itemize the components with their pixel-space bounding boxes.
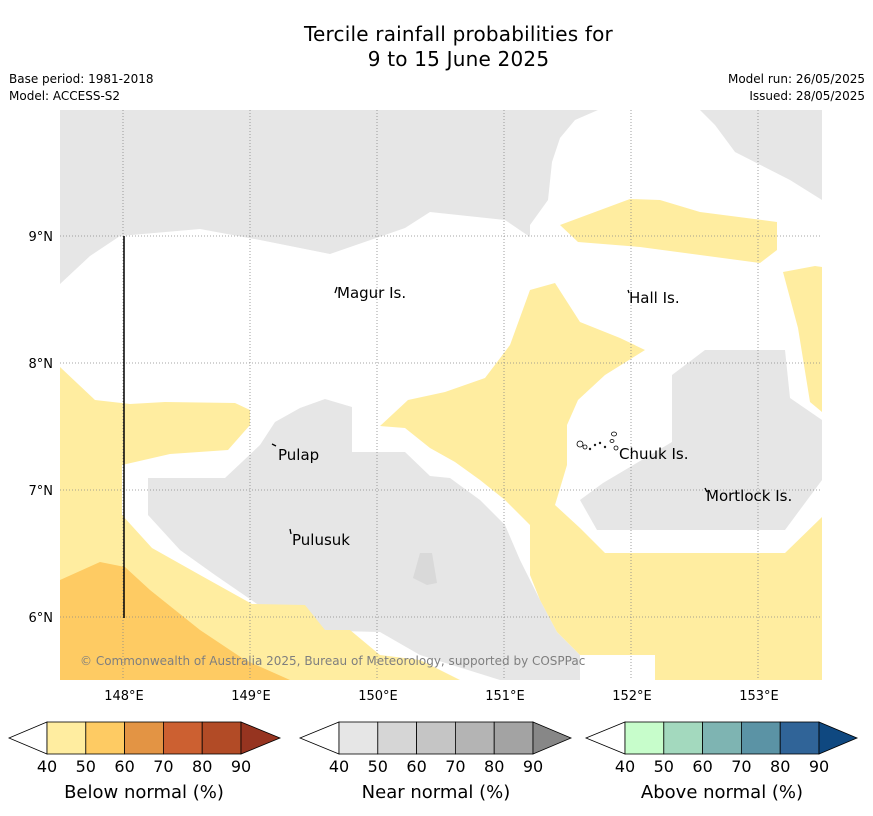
gridlines bbox=[60, 110, 822, 680]
label-mortlock: Mortlock Is. bbox=[706, 487, 792, 505]
near-normal-tick-90: 90 bbox=[523, 757, 543, 776]
colorbar-near-normal: 40 50 60 70 80 90 Near normal (%) bbox=[298, 721, 573, 803]
near-normal-label: Near normal (%) bbox=[362, 782, 511, 803]
colorbar-below-normal: 40 50 60 70 80 90 Below normal (%) bbox=[7, 721, 282, 803]
lon-label-148e: 148°E bbox=[104, 689, 144, 704]
near-normal-swatch-2 bbox=[416, 721, 456, 755]
base-period: Base period: 1981-2018 bbox=[9, 72, 154, 86]
below-normal-tick-50: 50 bbox=[76, 757, 96, 776]
below-normal-region-east-edge bbox=[783, 266, 822, 412]
near-normal-high-arrow bbox=[532, 721, 573, 755]
above-normal-low-arrow bbox=[584, 721, 626, 755]
near-normal-swatch-1 bbox=[377, 721, 417, 755]
map-area: Magur Is. Hall Is. Pulap Chuuk Is. Mortl… bbox=[60, 110, 822, 680]
near-normal-swatch-4 bbox=[493, 721, 534, 755]
near-normal-tick-80: 80 bbox=[484, 757, 504, 776]
below-normal-swatch-4 bbox=[201, 721, 242, 755]
copyright-notice: © Commonwealth of Australia 2025, Bureau… bbox=[80, 654, 585, 668]
below-normal-swatch-1 bbox=[85, 721, 126, 755]
above-normal-tick-80: 80 bbox=[770, 757, 790, 776]
near-normal-tick-40: 40 bbox=[329, 757, 349, 776]
island-marks bbox=[271, 286, 708, 535]
below-normal-tick-80: 80 bbox=[192, 757, 212, 776]
lon-label-153e: 153°E bbox=[739, 689, 779, 704]
below-normal-tick-40: 40 bbox=[37, 757, 57, 776]
label-pulap: Pulap bbox=[278, 446, 319, 464]
near-normal-tick-50: 50 bbox=[368, 757, 388, 776]
colorbar-above-normal: 40 50 60 70 80 90 Above normal (%) bbox=[584, 721, 859, 803]
near-normal-low-arrow bbox=[298, 721, 340, 755]
mortlock-island-mark bbox=[704, 487, 708, 493]
lon-label-151e: 151°E bbox=[485, 689, 525, 704]
model-run: Model run: 26/05/2025 bbox=[727, 72, 865, 86]
below-normal-tick-70: 70 bbox=[153, 757, 173, 776]
magur-island-mark bbox=[334, 286, 338, 294]
below-normal-tick-90: 90 bbox=[231, 757, 251, 776]
below-normal-swatch-3 bbox=[162, 721, 203, 755]
lon-label-149e: 149°E bbox=[231, 689, 271, 704]
above-normal-tick-40: 40 bbox=[615, 757, 635, 776]
label-chuuk: Chuuk Is. bbox=[619, 445, 688, 463]
lon-labels: 148°E 149°E 150°E 151°E 152°E 153°E bbox=[104, 689, 779, 704]
below-normal-swatch-2 bbox=[124, 721, 164, 755]
below-normal-low-arrow bbox=[7, 721, 48, 755]
lat-label-9n: 9°N bbox=[29, 230, 54, 245]
below-normal-region-central bbox=[380, 283, 822, 680]
above-normal-tick-70: 70 bbox=[731, 757, 751, 776]
near-normal-region-northeast bbox=[700, 110, 822, 200]
near-normal-tick-60: 60 bbox=[406, 757, 426, 776]
near-normal-region-north bbox=[60, 110, 598, 284]
label-pulusuk: Pulusuk bbox=[292, 531, 350, 549]
above-normal-label: Above normal (%) bbox=[641, 782, 803, 803]
chuuk-island-marks bbox=[576, 431, 619, 451]
above-normal-tick-60: 60 bbox=[692, 757, 712, 776]
below-normal-tick-60: 60 bbox=[114, 757, 134, 776]
label-hall: Hall Is. bbox=[629, 289, 680, 307]
near-normal-swatch-0 bbox=[338, 721, 379, 755]
lat-label-6n: 6°N bbox=[29, 611, 54, 626]
map-title: Tercile rainfall probabilities for 9 to … bbox=[0, 22, 873, 72]
model-name: Model: ACCESS-S2 bbox=[9, 89, 121, 103]
issued-date: Issued: 28/05/2025 bbox=[749, 89, 865, 103]
above-normal-tick-90: 90 bbox=[809, 757, 829, 776]
near-normal-swatch-3 bbox=[454, 721, 495, 755]
below-normal-high-arrow bbox=[240, 721, 282, 755]
meta-right: Model run: 26/05/2025 Issued: 28/05/2025 bbox=[728, 71, 865, 105]
lat-label-7n: 7°N bbox=[29, 484, 54, 499]
title-line-2: 9 to 15 June 2025 bbox=[367, 47, 550, 71]
above-normal-swatch-3 bbox=[741, 721, 781, 755]
near-normal-region-east bbox=[580, 350, 822, 530]
pulusuk-island-mark bbox=[289, 528, 292, 535]
title-line-1: Tercile rainfall probabilities for bbox=[304, 22, 613, 46]
above-normal-tick-50: 50 bbox=[654, 757, 674, 776]
lon-label-150e: 150°E bbox=[358, 689, 398, 704]
pulap-island-mark bbox=[271, 443, 277, 447]
below-normal-label: Below normal (%) bbox=[64, 782, 224, 803]
near-normal-region-central bbox=[148, 399, 580, 680]
above-normal-swatch-2 bbox=[702, 721, 742, 755]
meta-left: Base period: 1981-2018 Model: ACCESS-S2 bbox=[9, 71, 154, 105]
lat-labels: 9°N 8°N 7°N 6°N bbox=[29, 230, 54, 626]
lat-label-8n: 8°N bbox=[29, 357, 54, 372]
lon-label-152e: 152°E bbox=[612, 689, 652, 704]
below-normal-region-northeast bbox=[560, 199, 777, 263]
below-normal-swatch-0 bbox=[46, 721, 87, 755]
above-normal-high-arrow bbox=[818, 721, 859, 755]
above-normal-swatch-0 bbox=[624, 721, 665, 755]
above-normal-swatch-4 bbox=[779, 721, 820, 755]
near-normal-tick-70: 70 bbox=[445, 757, 465, 776]
label-magur: Magur Is. bbox=[337, 284, 406, 302]
above-normal-swatch-1 bbox=[663, 721, 703, 755]
below-normal-region-southwest bbox=[60, 562, 290, 680]
hall-island-mark bbox=[627, 289, 630, 294]
near-normal-patch bbox=[413, 553, 437, 585]
